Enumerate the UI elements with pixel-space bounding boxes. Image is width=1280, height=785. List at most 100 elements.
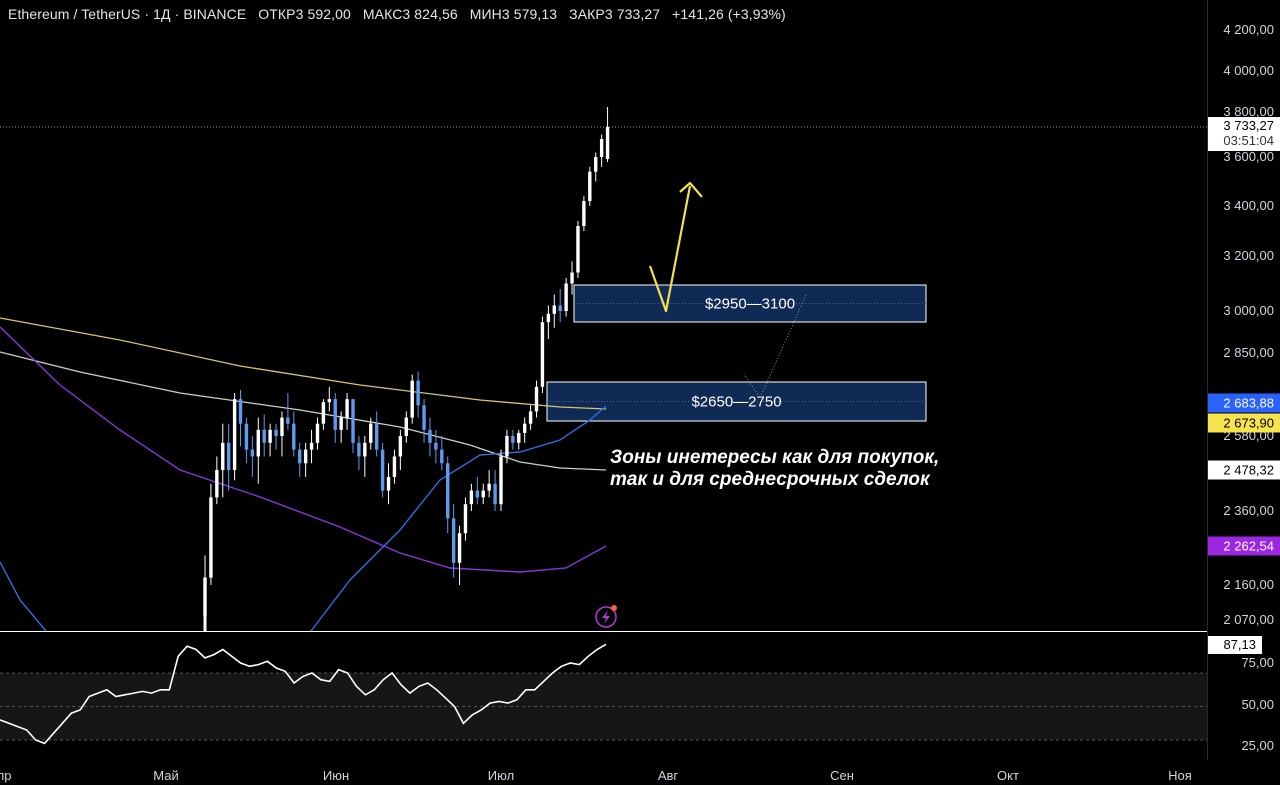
ma-badge: 2 478,32 (1208, 460, 1280, 480)
candle (398, 429, 403, 471)
zone-box: $2950—3100 (573, 284, 927, 323)
rsi-badge-bg (1208, 636, 1262, 654)
candle-body (244, 423, 249, 450)
candle (369, 417, 373, 450)
time-tick-label: Авг (658, 768, 679, 783)
low-value: МИН3 579,13 (469, 6, 558, 22)
lightning-circle (595, 606, 617, 628)
candle (392, 449, 397, 484)
ma-gray-line (0, 351, 607, 471)
candle (321, 399, 326, 430)
rsi-badge-text: 87,13 (1223, 637, 1256, 652)
candle-body (256, 429, 260, 457)
candle (446, 456, 450, 534)
candle-body (475, 490, 480, 498)
candle-body (546, 313, 551, 323)
candle (374, 411, 379, 457)
candle (528, 405, 533, 430)
candle-body (522, 423, 527, 433)
candle-body (226, 442, 231, 471)
candle (457, 525, 462, 585)
candle-body (446, 463, 450, 519)
candle-body (599, 139, 604, 157)
ma-badge-bg (1208, 413, 1280, 433)
arrow-head (679, 181, 703, 198)
chart-header: Ethereum / TetherUS · 1Д · BINANCE ОТКР3… (8, 6, 794, 22)
candle-body (374, 423, 379, 450)
rsi-line (0, 643, 607, 745)
ma-badge-text: 2 683,88 (1223, 396, 1274, 411)
candle-body (280, 417, 284, 436)
candle-body (238, 399, 243, 424)
candle-body (570, 272, 574, 284)
candle (363, 436, 367, 477)
zone-box: $2650—2750 (546, 381, 927, 422)
candle (463, 497, 468, 541)
time-axis: Апр Май Июн Июл Авг Сен Окт Ноя (0, 768, 1192, 783)
candle (309, 429, 314, 464)
price-tick-label: 3 200,00 (1223, 248, 1274, 263)
candle (522, 417, 527, 443)
candle (552, 294, 556, 328)
candle (221, 423, 225, 498)
candle-body (292, 423, 296, 450)
symbol-label[interactable]: Ethereum / TetherUS · 1Д · BINANCE (8, 6, 247, 22)
candle (238, 389, 243, 447)
candle-body (357, 442, 361, 457)
arrow-path (648, 185, 692, 313)
price-tick-label: 3 000,00 (1223, 303, 1274, 318)
candle (209, 483, 213, 585)
candle-body (582, 201, 586, 226)
rsi-pane: 75,00 50,00 25,00 87,13 (0, 636, 1274, 753)
time-tick-label: Июн (323, 768, 349, 783)
candle-body (517, 432, 521, 443)
zone-label: $2650—2750 (691, 394, 781, 411)
candle (410, 374, 414, 424)
candle (404, 411, 408, 443)
candle (380, 442, 385, 498)
candle (232, 392, 237, 481)
candle (428, 417, 432, 457)
price-tick-label: 2 160,00 (1223, 577, 1274, 592)
zones: $2950—3100 $2650—2750 (546, 284, 927, 422)
ma-badge-bg (1208, 460, 1280, 480)
candle-body (221, 442, 225, 471)
candle-body (422, 405, 426, 430)
candle (422, 399, 426, 443)
alert-dot (611, 605, 617, 611)
candle (469, 483, 474, 511)
candle (298, 442, 302, 477)
candle-body (286, 417, 290, 424)
time-tick-label: Окт (997, 768, 1019, 783)
candle-body (416, 380, 420, 406)
candle-body (298, 449, 302, 464)
time-tick-label: Июл (488, 768, 514, 783)
candle-body (505, 436, 509, 457)
candle (588, 166, 592, 206)
ma-badge: 2 262,54 (1208, 536, 1280, 556)
candle-body (487, 483, 491, 491)
candle (274, 423, 278, 450)
ma-badge-text: 2 478,32 (1223, 463, 1274, 478)
ma-badge-text: 2 262,54 (1223, 539, 1274, 554)
candle (599, 134, 604, 167)
candle-body (404, 417, 408, 436)
candle (440, 436, 444, 471)
candle (286, 392, 290, 430)
candle-body (558, 305, 562, 311)
candle-body (428, 429, 432, 443)
candle (517, 429, 521, 450)
annotation-text: так и для среднесрочных сделок (610, 469, 931, 490)
candle (534, 380, 539, 418)
ma-badge: 2 683,88 (1208, 393, 1280, 413)
candle-body (309, 442, 314, 450)
open-value: ОТКР3 592,00 (258, 6, 351, 22)
candle-body (511, 436, 515, 443)
candle (351, 399, 355, 454)
candle-body (564, 283, 568, 311)
price-tick-label: 3 400,00 (1223, 198, 1274, 213)
candle-body (588, 171, 592, 202)
candle-body (232, 399, 237, 471)
candle-body (339, 417, 343, 430)
